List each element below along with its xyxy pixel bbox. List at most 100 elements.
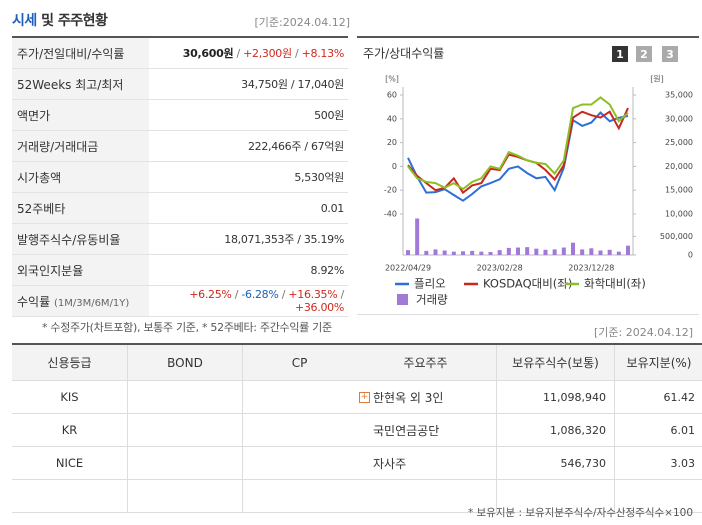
row-label: 거래량/거래대금	[12, 130, 149, 162]
table-row: 자사주 546,730 3.03	[355, 446, 702, 480]
label-text: 52Weeks 최고/최저	[17, 77, 124, 92]
holders-date: [기준: 2024.04.12]	[593, 326, 693, 339]
value-part: /	[233, 47, 244, 60]
chart-panel: 주가/상대수익률 1 2 3 [%] [원] -40 -20 0 20 40 60 10,000 15,0…	[357, 36, 699, 315]
page-button-label: 2	[640, 48, 648, 61]
tick-label: 15,000	[665, 186, 693, 195]
volume-bar	[479, 251, 484, 255]
volume-bar	[607, 249, 612, 255]
table-cell: 한현옥 외 3인 +	[355, 380, 497, 414]
credit-table: 신용등급 BOND CP KIS KR NICE	[12, 343, 356, 513]
table-cell	[127, 446, 243, 480]
tick-label: 35,000	[665, 91, 693, 100]
summary-row: 수익률 (1M/3M/6M/1Y) +6.25% / -6.28% / +16.3…	[12, 285, 348, 317]
tick-label: 20,000	[665, 162, 693, 171]
value-part: 34,750원 / 17,040원	[241, 78, 344, 91]
volume-bar	[461, 251, 465, 255]
tick-label: 0	[392, 162, 397, 171]
table-cell: 3.03	[614, 446, 702, 480]
page-button[interactable]	[636, 46, 652, 62]
x-tick-label: 2022/04/29	[385, 264, 431, 273]
table-cell: 자사주	[355, 446, 497, 480]
y2-unit: [원]	[650, 75, 664, 84]
page-button[interactable]	[612, 46, 628, 62]
table-cell	[127, 380, 243, 414]
label-text: 수익률	[17, 294, 51, 309]
column-header: 주요주주	[355, 344, 497, 381]
volume-bar	[571, 242, 575, 255]
row-label: 52주베타	[12, 192, 149, 224]
empty-row	[355, 479, 702, 513]
tick-label: 40	[387, 114, 397, 123]
expand-icon[interactable]: +	[359, 392, 370, 403]
table-row: 국민연금공단 1,086,320 6.01	[355, 413, 702, 447]
row-value: 0.01	[149, 192, 348, 224]
tick-label: 60	[387, 91, 397, 100]
table-cell: 546,730	[496, 446, 615, 480]
table-cell: 국민연금공단	[355, 413, 497, 447]
value-part: +16.35%	[288, 288, 338, 301]
row-label: 52Weeks 최고/최저	[12, 68, 149, 100]
tick-label: 10,000	[665, 210, 693, 219]
legend-label: 화학대비(좌)	[584, 277, 646, 291]
value-part: +2,300원	[243, 47, 292, 60]
row-label: 주가/전일대비/수익률	[12, 37, 149, 69]
label-text: 52주베타	[17, 201, 66, 216]
volume-bar	[442, 250, 447, 255]
volume-bar	[580, 249, 585, 255]
table-cell	[355, 479, 497, 513]
volume-bar	[516, 247, 520, 255]
legend-label: KOSDAQ대비(좌)	[483, 277, 572, 291]
volume-bar	[534, 248, 539, 255]
row-label: 발행주식수/유동비율	[12, 223, 149, 255]
row-value: 8.92%	[149, 254, 348, 286]
row-value: 30,600원 / +2,300원 / +8.13%	[149, 37, 348, 69]
title-rest: 및 주주현황	[41, 13, 108, 29]
table-cell: 61.42	[614, 380, 702, 414]
value-part: 0.01	[320, 201, 345, 215]
tick-label: 500,000	[660, 232, 693, 241]
volume-bar	[626, 245, 630, 255]
series-line	[407, 111, 629, 202]
summary-row: 발행주식수/유동비율 18,071,353주 / 35.19%	[12, 223, 348, 255]
chart-title: 주가/상대수익률	[363, 47, 444, 61]
row-label: 수익률 (1M/3M/6M/1Y)	[12, 285, 149, 317]
table-cell	[242, 380, 356, 414]
label-text: 시가총액	[17, 170, 62, 185]
table-cell: 11,098,940	[496, 380, 615, 414]
holders-table: 주요주주 보유주식수(보통) 보유지분(%) 한현옥 외 3인 +11,098,940 6…	[355, 343, 702, 513]
table-cell: NICE	[12, 446, 128, 480]
table-cell: KR	[12, 413, 128, 447]
summary-row: 주가/전일대비/수익률 30,600원 / +2,300원 / +8.13%	[12, 37, 348, 69]
table-row: KIS	[12, 380, 356, 414]
table-row: KR	[12, 413, 356, 447]
series-line	[407, 107, 629, 195]
empty-row	[12, 479, 356, 513]
table-cell: KIS	[12, 380, 128, 414]
column-header: 신용등급	[12, 344, 128, 381]
table-row: NICE	[12, 446, 356, 480]
page-button-label: 1	[616, 48, 624, 61]
title-highlight: 시세	[12, 13, 37, 29]
holders-note: * 보유지분 : 보유지분주식수/자수산정주식수×100	[467, 507, 693, 519]
value-part: -6.28%	[241, 288, 279, 301]
legend-label: 거래량	[416, 293, 448, 307]
value-part: /	[278, 288, 289, 301]
value-part: 18,071,353주 / 35.19%	[224, 233, 344, 246]
table-cell	[242, 479, 356, 513]
tick-label: 25,000	[665, 138, 693, 147]
table-cell	[496, 479, 615, 513]
column-header: CP	[242, 344, 356, 381]
volume-bar	[424, 250, 429, 255]
label-text: 외국인지분율	[17, 263, 84, 278]
table-cell	[614, 479, 702, 513]
page-button[interactable]	[662, 46, 678, 62]
volume-bar	[561, 247, 566, 255]
value-part: 222,466주 / 67억원	[247, 140, 344, 153]
tick-label: 20	[387, 138, 397, 147]
value-part: 5,530억원	[294, 171, 344, 184]
page-button-label: 3	[666, 48, 674, 61]
summary-row: 거래량/거래대금 222,466주 / 67억원	[12, 130, 348, 162]
value-part: 30,600원	[182, 47, 234, 60]
